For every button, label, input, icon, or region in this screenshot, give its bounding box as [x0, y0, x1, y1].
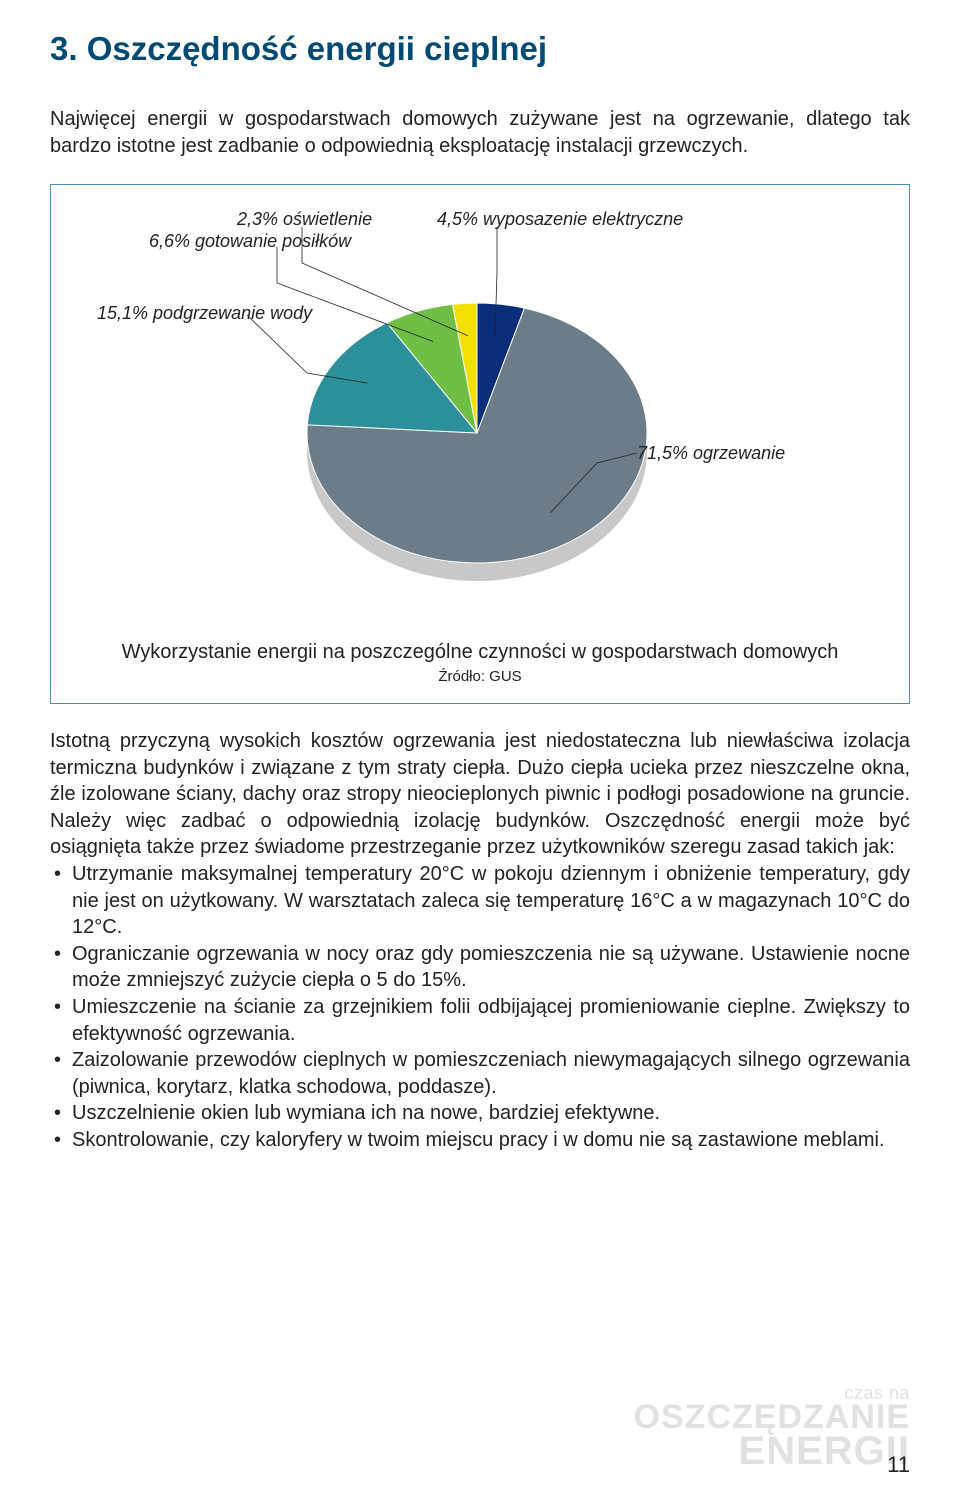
pie-label-podgrzewanie: 15,1% podgrzewanie wody: [97, 303, 312, 324]
pie-label-ogrzewanie: 71,5% ogrzewanie: [637, 443, 785, 464]
bullet-item: Skontrolowanie, czy kaloryfery w twoim m…: [50, 1127, 910, 1154]
pie-chart: 2,3% oświetlenie 4,5% wyposazenie elektr…: [77, 203, 883, 633]
chart-caption: Wykorzystanie energii na poszczególne cz…: [77, 641, 883, 664]
watermark-line3: ENERGII: [634, 1433, 910, 1470]
bullet-item: Zaizolowanie przewodów cieplnych w pomie…: [50, 1047, 910, 1100]
pie-svg: [77, 203, 877, 633]
chart-source: Źródło: GUS: [77, 668, 883, 685]
page-number: 11: [887, 1452, 910, 1478]
bullet-list: Utrzymanie maksymalnej temperatury 20°C …: [50, 861, 910, 1154]
watermark: czas na OSZCZĘDZANIE ENERGII: [634, 1385, 910, 1470]
bullet-item: Uszczelnienie okien lub wymiana ich na n…: [50, 1100, 910, 1127]
pie-label-wyposazenie: 4,5% wyposazenie elektryczne: [437, 209, 683, 230]
body-paragraph: Istotną przyczyną wysokich kosztów ogrze…: [50, 728, 910, 861]
pie-label-oswietlenie: 2,3% oświetlenie: [237, 209, 372, 230]
bullet-item: Utrzymanie maksymalnej temperatury 20°C …: [50, 861, 910, 941]
section-title: 3. Oszczędność energii cieplnej: [50, 30, 910, 68]
bullet-item: Ograniczanie ogrzewania w nocy oraz gdy …: [50, 941, 910, 994]
pie-label-gotowanie: 6,6% gotowanie posiłków: [149, 231, 351, 252]
chart-container: 2,3% oświetlenie 4,5% wyposazenie elektr…: [50, 184, 910, 704]
intro-paragraph: Najwięcej energii w gospodarstwach domow…: [50, 106, 910, 160]
bullet-item: Umieszczenie na ścianie za grzejnikiem f…: [50, 994, 910, 1047]
